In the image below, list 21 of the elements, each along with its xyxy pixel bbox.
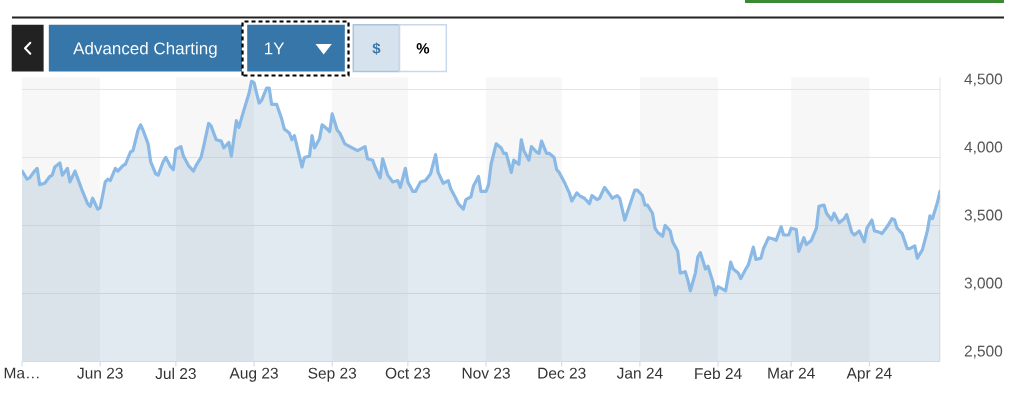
- x-tick-label: Jan 24: [616, 367, 663, 379]
- text: 1Y: [265, 42, 285, 55]
- x-tick-label: Nov 23: [462, 367, 510, 379]
- y-tick-label: 2,500: [964, 345, 1003, 359]
- y-tick-label: 4,500: [964, 73, 1003, 87]
- x-tick-label: Aug 23: [229, 367, 278, 382]
- x-tick-label: Feb 24: [695, 367, 742, 380]
- text: $: [372, 42, 381, 55]
- y-tick-label: 4,000: [964, 141, 1003, 155]
- x-tick-label: Dec 23: [538, 367, 586, 379]
- text: Advanced Charting: [73, 41, 217, 58]
- text: %: [416, 43, 430, 54]
- x-tick-label: Jul 23: [155, 367, 196, 380]
- x-tick-label: Jun 23: [77, 367, 123, 379]
- y-tick-label: 3,000: [964, 277, 1003, 291]
- x-tick-label: Mar 24: [768, 367, 815, 379]
- x-tick-label: Apr 24: [846, 367, 892, 382]
- y-tick-label: 3,500: [964, 209, 1003, 223]
- x-tick-label: Ma…: [4, 367, 39, 379]
- x-tick-label: Sep 23: [308, 367, 357, 382]
- x-tick-label: Oct 23: [385, 367, 430, 379]
